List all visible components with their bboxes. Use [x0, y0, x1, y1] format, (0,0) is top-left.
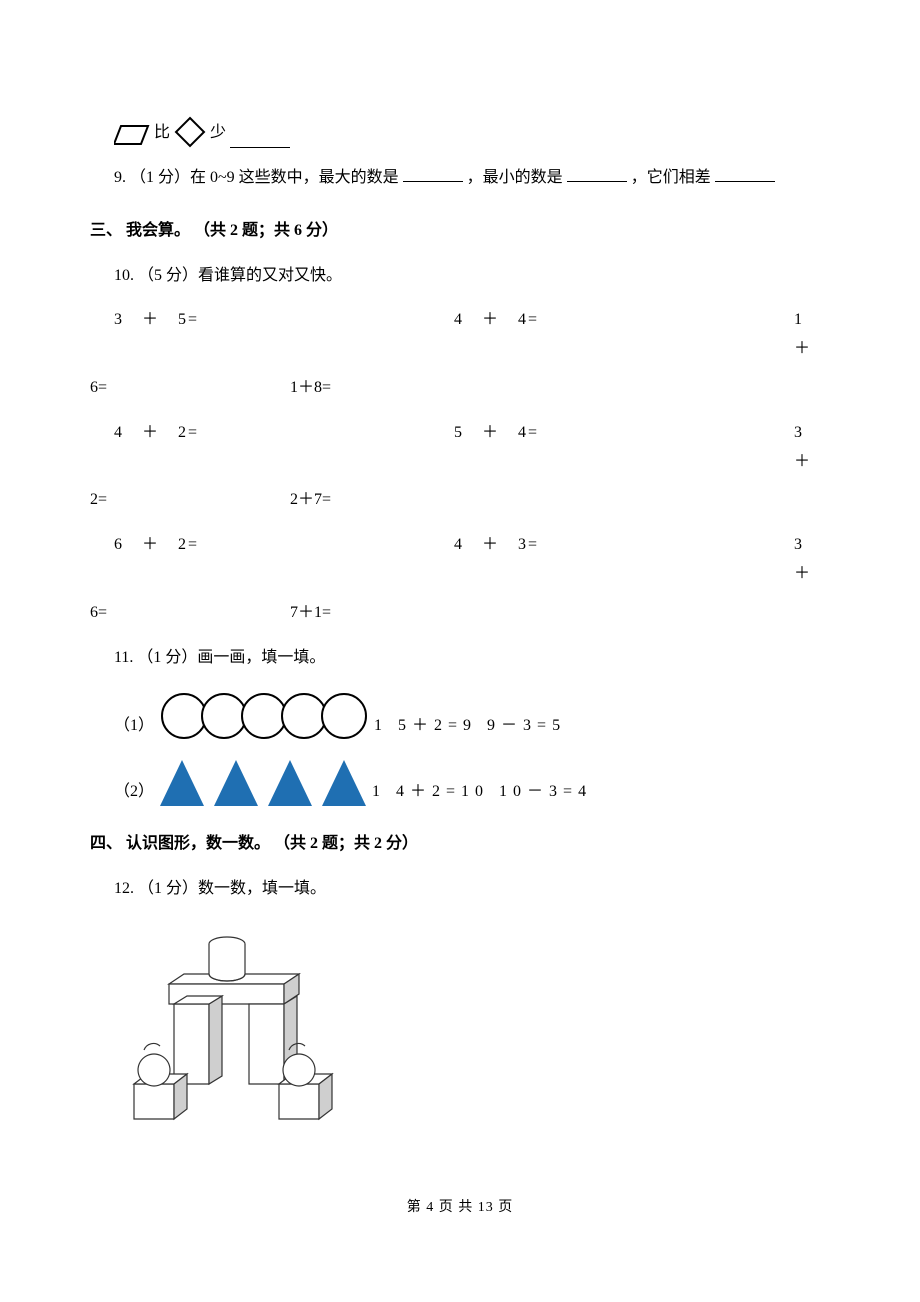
calc-row-wrap: 6=1＋8= — [90, 374, 830, 403]
q11-item-1: （1） 1 5＋2=9 9－3=5 — [114, 692, 830, 740]
calc-expr: 6= — [90, 374, 290, 403]
diamond-icon — [174, 116, 206, 148]
fill-blank[interactable] — [230, 132, 290, 148]
section-3-title: 三、 我会算。 （共 2 题；共 6 分） — [90, 217, 830, 246]
calc-row-wrap: 2=2＋7= — [90, 486, 830, 515]
parallelogram-icon — [114, 122, 150, 148]
blocks-castle-icon — [114, 924, 344, 1124]
q9-text-b: ，最小的数是 — [467, 169, 563, 186]
triangles-row — [160, 760, 366, 806]
section-4-title: 四、 认识图形，数一数。 （共 2 题；共 2 分） — [90, 830, 830, 859]
calc-row: 6 ＋ 2=4 ＋ 3=3 ＋ — [90, 531, 830, 589]
calc-expr: 1＋8= — [290, 374, 490, 403]
calc-expr: 4 ＋ 4= — [454, 306, 794, 364]
page-footer: 第 4 页 共 13 页 — [90, 1195, 830, 1220]
calc-expr: 6= — [90, 599, 290, 628]
calc-expr: 1 ＋ — [794, 306, 830, 364]
triangle-icon — [160, 760, 204, 806]
calc-expr: 3 ＋ — [794, 419, 830, 477]
question-12-header: 12. （1 分）数一数，填一填。 — [90, 875, 830, 904]
triangle-icon — [322, 760, 366, 806]
q9-text-c: ，它们相差 — [631, 169, 711, 186]
shape-compare-line: 比 少 — [90, 116, 830, 148]
q11-item1-label: （1） — [114, 712, 154, 741]
calc-expr: 4 ＋ 3= — [454, 531, 794, 589]
calc-expr: 3 ＋ 5= — [114, 306, 454, 364]
calc-expr: 6 ＋ 2= — [114, 531, 454, 589]
triangle-icon — [214, 760, 258, 806]
calc-expr: 3 ＋ — [794, 531, 830, 589]
circles-icon — [160, 692, 368, 740]
calc-block: 3 ＋ 5=4 ＋ 4=1 ＋6=1＋8=4 ＋ 2=5 ＋ 4=3 ＋2=2＋… — [90, 306, 830, 627]
fill-blank[interactable] — [567, 166, 627, 182]
calc-expr: 2= — [90, 486, 290, 515]
compare-text-shao: 少 — [210, 119, 226, 148]
calc-row: 3 ＋ 5=4 ＋ 4=1 ＋ — [90, 306, 830, 364]
calc-expr: 7＋1= — [290, 599, 490, 628]
triangle-icon — [268, 760, 312, 806]
q11-item2-math: 1 4＋2=10 10－3=4 — [372, 778, 592, 807]
compare-text-bi: 比 — [154, 119, 170, 148]
calc-expr: 5 ＋ 4= — [454, 419, 794, 477]
q9-text-a: 9. （1 分）在 0~9 这些数中，最大的数是 — [114, 169, 399, 186]
question-9: 9. （1 分）在 0~9 这些数中，最大的数是 ，最小的数是 ，它们相差 — [90, 164, 830, 193]
calc-row-wrap: 6=7＋1= — [90, 599, 830, 628]
q11-item2-label: （2） — [114, 778, 154, 807]
question-10-header: 10. （5 分）看谁算的又对又快。 — [90, 262, 830, 291]
fill-blank[interactable] — [403, 166, 463, 182]
castle-figure — [90, 924, 830, 1135]
calc-expr: 2＋7= — [290, 486, 490, 515]
fill-blank[interactable] — [715, 166, 775, 182]
calc-row: 4 ＋ 2=5 ＋ 4=3 ＋ — [90, 419, 830, 477]
calc-expr: 4 ＋ 2= — [114, 419, 454, 477]
q11-item-2: （2） 1 4＋2=10 10－3=4 — [114, 760, 830, 806]
q11-item1-math: 1 5＋2=9 9－3=5 — [374, 712, 566, 741]
question-11-header: 11. （1 分）画一画，填一填。 — [90, 644, 830, 673]
